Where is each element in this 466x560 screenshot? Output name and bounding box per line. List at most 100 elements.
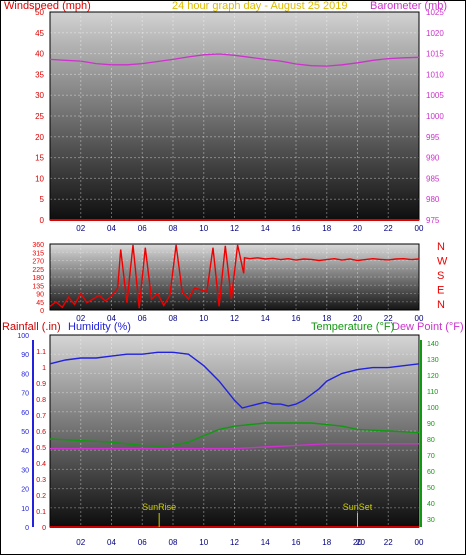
temperature-tick-label: 120 <box>427 373 439 380</box>
wind-direction-line <box>49 244 420 309</box>
x-tick-label: 20 <box>353 314 362 323</box>
x-tick-label: 00 <box>415 224 424 233</box>
baro-tick-label: 985 <box>426 174 440 183</box>
wind-axis-title: Windspeed (mph) <box>4 0 91 12</box>
rain-tick-label: 0.9 <box>36 381 46 388</box>
wind-tick-label: 45 <box>35 29 44 38</box>
rain-tick-label: 0.4 <box>36 461 46 468</box>
x-tick-label: 22 <box>384 538 393 547</box>
temperature-tick-label: 30 <box>427 517 435 524</box>
rain-tick-label: 1 <box>42 365 46 372</box>
dewpoint-axis-title: Dew Point (°F) <box>392 321 464 333</box>
direction-tick-label: 315 <box>32 250 44 257</box>
humidity-tick-label: 10 <box>21 506 29 513</box>
x-tick-label: 16 <box>292 314 301 323</box>
rain-tick-label: 0.2 <box>36 493 46 500</box>
x-tick-label: 02 <box>76 314 85 323</box>
baro-tick-label: 1000 <box>426 112 444 121</box>
direction-tick-label: 360 <box>32 242 44 249</box>
x-tick-label: 04 <box>107 538 116 547</box>
wind-tick-label: 5 <box>40 195 45 204</box>
wind-tick-label: 15 <box>35 154 44 163</box>
humidity-tick-label: 100 <box>17 333 29 340</box>
temperature-line <box>49 422 420 447</box>
x-tick-label: 10 <box>199 538 208 547</box>
rain-tick-label: 0.6 <box>36 429 46 436</box>
x-tick-label: 00 <box>415 538 424 547</box>
barometer-axis-title: Barometer (mb) <box>370 0 447 12</box>
compass-label: W <box>437 256 448 268</box>
direction-tick-label: 225 <box>32 267 44 274</box>
x-tick-label: 06 <box>138 314 147 323</box>
x-tick-label: 04 <box>107 224 116 233</box>
x-tick-label: 10 <box>199 224 208 233</box>
x-tick-label: 22 <box>384 224 393 233</box>
x-tick-label: 04 <box>107 314 116 323</box>
rain-tick-label: 0.3 <box>36 477 46 484</box>
direction-tick-label: 0 <box>40 308 44 315</box>
humidity-tick-label: 60 <box>21 410 29 417</box>
x-tick-label: 12 <box>230 314 239 323</box>
humidity-line <box>49 351 420 409</box>
temperature-axis-title: Temperature (°F) <box>311 321 394 333</box>
baro-tick-label: 1020 <box>426 29 444 38</box>
barometer-line <box>49 53 420 67</box>
compass-label: N <box>437 241 445 253</box>
baro-tick-label: 1005 <box>426 91 444 100</box>
wind-tick-label: 20 <box>35 133 44 142</box>
baro-tick-label: 1025 <box>426 8 444 17</box>
x-tick-label: 06 <box>138 538 147 547</box>
x-tick-label: 18 <box>322 314 331 323</box>
direction-tick-label: 90 <box>36 292 44 299</box>
x-tick-label: 02 <box>76 224 85 233</box>
humidity-tick-label: 30 <box>21 467 29 474</box>
wind-tick-label: 30 <box>35 91 44 100</box>
x-tick-label: 20 <box>353 538 362 547</box>
rain-tick-label: 0.7 <box>36 413 46 420</box>
x-tick-label: 12 <box>230 224 239 233</box>
windspeed-grid <box>50 12 420 220</box>
x-tick-label: 14 <box>261 314 270 323</box>
x-tick-label: 08 <box>169 224 178 233</box>
wind-tick-label: 10 <box>35 174 44 183</box>
windspeed-plot-area <box>50 12 419 220</box>
direction-tick-label: 135 <box>32 283 44 290</box>
direction-plot-border <box>49 243 420 311</box>
rain-tick-label: 0.1 <box>36 509 46 516</box>
temperature-tick-label: 100 <box>427 405 439 412</box>
x-tick-label: 16 <box>292 538 301 547</box>
baro-tick-label: 975 <box>426 216 440 225</box>
x-tick-label: 22 <box>384 314 393 323</box>
baro-tick-label: 980 <box>426 195 440 204</box>
x-tick-label: 08 <box>169 538 178 547</box>
sun-marker-label: SunSet <box>343 502 373 512</box>
humidity-tick-label: 90 <box>21 352 29 359</box>
humidity-plot-area <box>50 335 419 527</box>
humidity-tick-label: 70 <box>21 391 29 398</box>
humidity-tick-label: 20 <box>21 487 29 494</box>
compass-label: S <box>437 270 444 282</box>
temperature-tick-label: 70 <box>427 453 435 460</box>
x-tick-label: 00 <box>415 314 424 323</box>
x-tick-label: 18 <box>322 224 331 233</box>
direction-tick-label: 45 <box>36 300 44 307</box>
temperature-tick-label: 90 <box>427 421 435 428</box>
x-tick-label: 20 <box>353 224 362 233</box>
dewpoint-line <box>50 443 419 450</box>
x-tick-label: 02 <box>76 538 85 547</box>
baro-tick-label: 1015 <box>426 50 444 59</box>
x-tick-label: 06 <box>138 224 147 233</box>
direction-series <box>49 244 420 309</box>
x-tick-label: 18 <box>322 538 331 547</box>
temperature-tick-label: 40 <box>427 501 435 508</box>
compass-label: N <box>437 299 445 311</box>
wind-tick-label: 25 <box>35 112 44 121</box>
rain-tick-label: 0.8 <box>36 397 46 404</box>
chart-title: 24 hour graph day - August 25 2019 <box>172 0 348 12</box>
wind-tick-label: 0 <box>40 216 45 225</box>
rain-tick-label: 0.5 <box>36 445 46 452</box>
humidity-axis-title: Humidity (%) <box>68 321 131 333</box>
baro-tick-label: 1010 <box>426 70 444 79</box>
